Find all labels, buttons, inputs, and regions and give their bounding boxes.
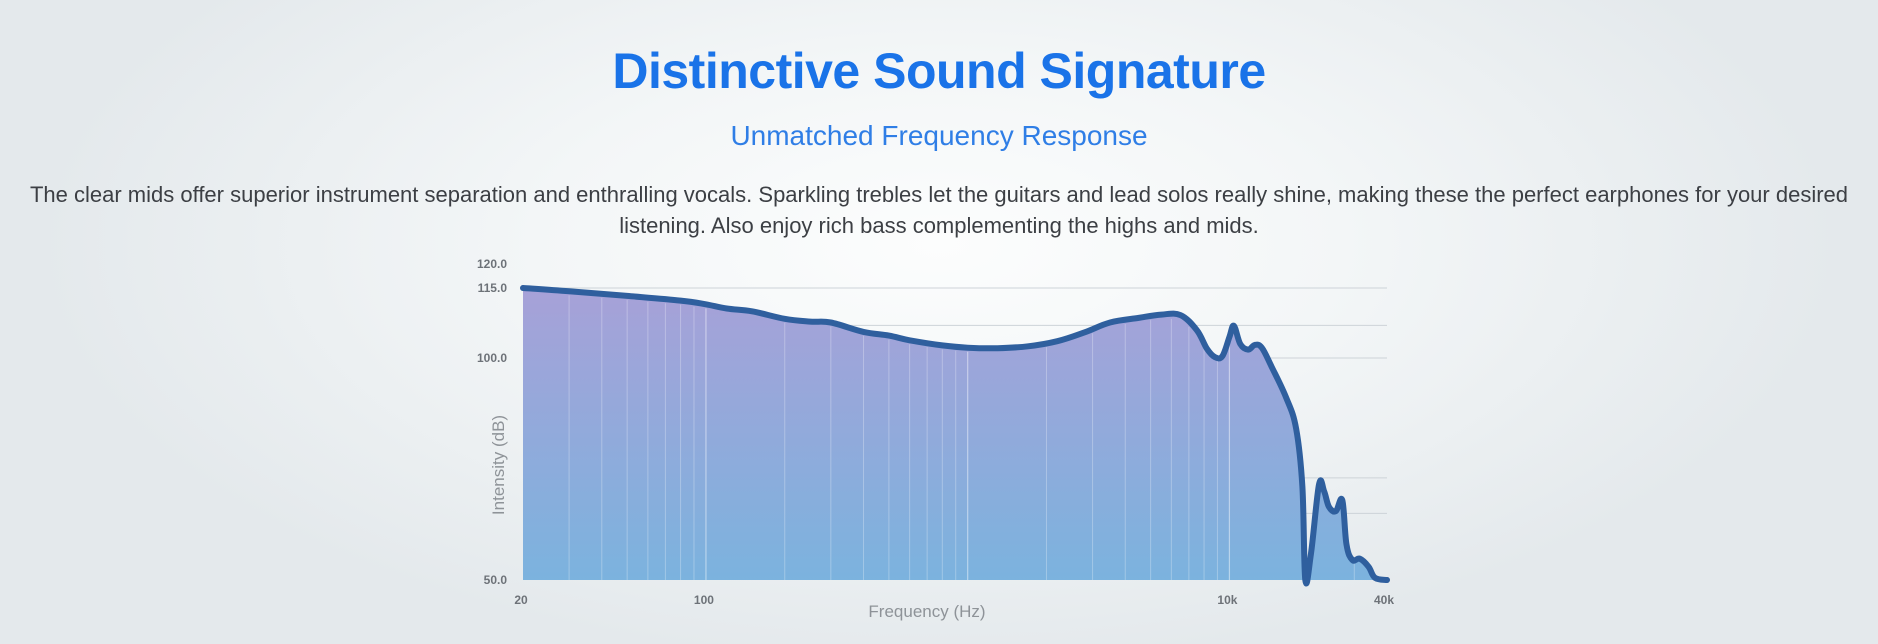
y-axis-title: Intensity (dB) — [489, 415, 508, 515]
x-tick-label: 40k — [1374, 593, 1394, 607]
y-tick-label: 100.0 — [477, 351, 507, 365]
description-text: The clear mids offer superior instrument… — [29, 182, 1849, 238]
y-axis-ticks: 120.0 115.0 100.0 50.0 — [477, 257, 507, 587]
response-area — [523, 288, 1387, 584]
y-tick-label: 115.0 — [478, 281, 508, 295]
page-subtitle: Unmatched Frequency Response — [730, 120, 1148, 151]
y-tick-label: 50.0 — [484, 573, 508, 587]
x-tick-label: 100 — [694, 593, 714, 607]
y-tick-label: 120.0 — [477, 257, 507, 271]
page-title: Distinctive Sound Signature — [612, 43, 1266, 99]
x-tick-label: 20 — [514, 593, 528, 607]
response-curve — [520, 285, 1390, 587]
x-axis-title: Frequency (Hz) — [868, 602, 985, 621]
x-tick-label: 10k — [1217, 593, 1237, 607]
x-axis-ticks: 20 100 10k 40k — [514, 593, 1394, 607]
frequency-gridlines — [568, 295, 1355, 580]
